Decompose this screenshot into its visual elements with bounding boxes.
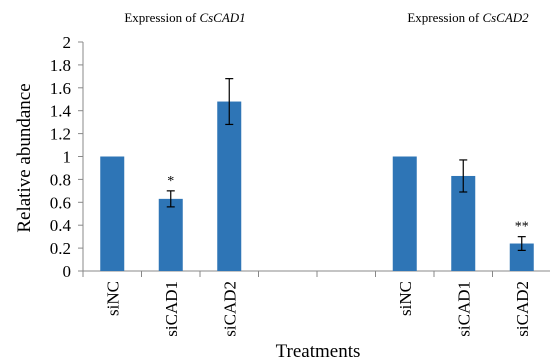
category-label: siNC <box>103 281 122 316</box>
category-label: siCAD2 <box>513 281 532 337</box>
x-axis-label: Treatments <box>276 341 361 362</box>
chart-title-cad2: Expression of CsCAD2 <box>407 10 529 25</box>
bar-sicad1-group1 <box>158 198 183 271</box>
category-label: siNC <box>396 281 415 316</box>
y-axis-label: Relative abundance <box>14 83 35 232</box>
y-tick-label: 0.6 <box>50 193 71 212</box>
category-label: siCAD2 <box>220 281 239 337</box>
chart-title-cad1: Expression of CsCAD1 <box>124 10 245 25</box>
error-bar <box>166 190 175 208</box>
y-tick-label: 1.6 <box>50 79 71 98</box>
y-tick-label: 1.8 <box>50 56 71 75</box>
y-tick-label: 1.4 <box>50 102 72 121</box>
bars: *** <box>100 78 534 271</box>
category-label: siCAD1 <box>454 281 473 337</box>
bar-sinc-group1 <box>100 156 125 271</box>
y-tick-label: 0 <box>63 262 72 281</box>
y-tick-label: 0.2 <box>50 239 71 258</box>
y-tick-label: 1.2 <box>50 125 71 144</box>
y-tick-label: 1 <box>63 148 72 167</box>
error-bar <box>225 78 234 126</box>
bar-sicad2-group1 <box>217 101 242 271</box>
significance-marker: ** <box>515 220 529 235</box>
bar-sinc-group2 <box>392 156 417 271</box>
chart-titles: Expression of CsCAD1 Expression of CsCAD… <box>124 10 529 25</box>
y-tick-label: 0.8 <box>50 170 71 189</box>
significance-marker: * <box>167 174 174 189</box>
axes: 0 0.2 0.4 0.6 0.8 1 1.2 1.4 1.6 1.8 2 <box>50 33 550 281</box>
category-label: siCAD1 <box>162 281 181 337</box>
category-labels: siNC siCAD1 siCAD2 siNC siCAD1 siCAD2 <box>103 281 532 337</box>
error-bar <box>459 159 468 193</box>
error-bar <box>517 236 526 251</box>
y-tick-label: 0.4 <box>50 216 72 235</box>
y-tick-label: 2 <box>63 33 72 52</box>
